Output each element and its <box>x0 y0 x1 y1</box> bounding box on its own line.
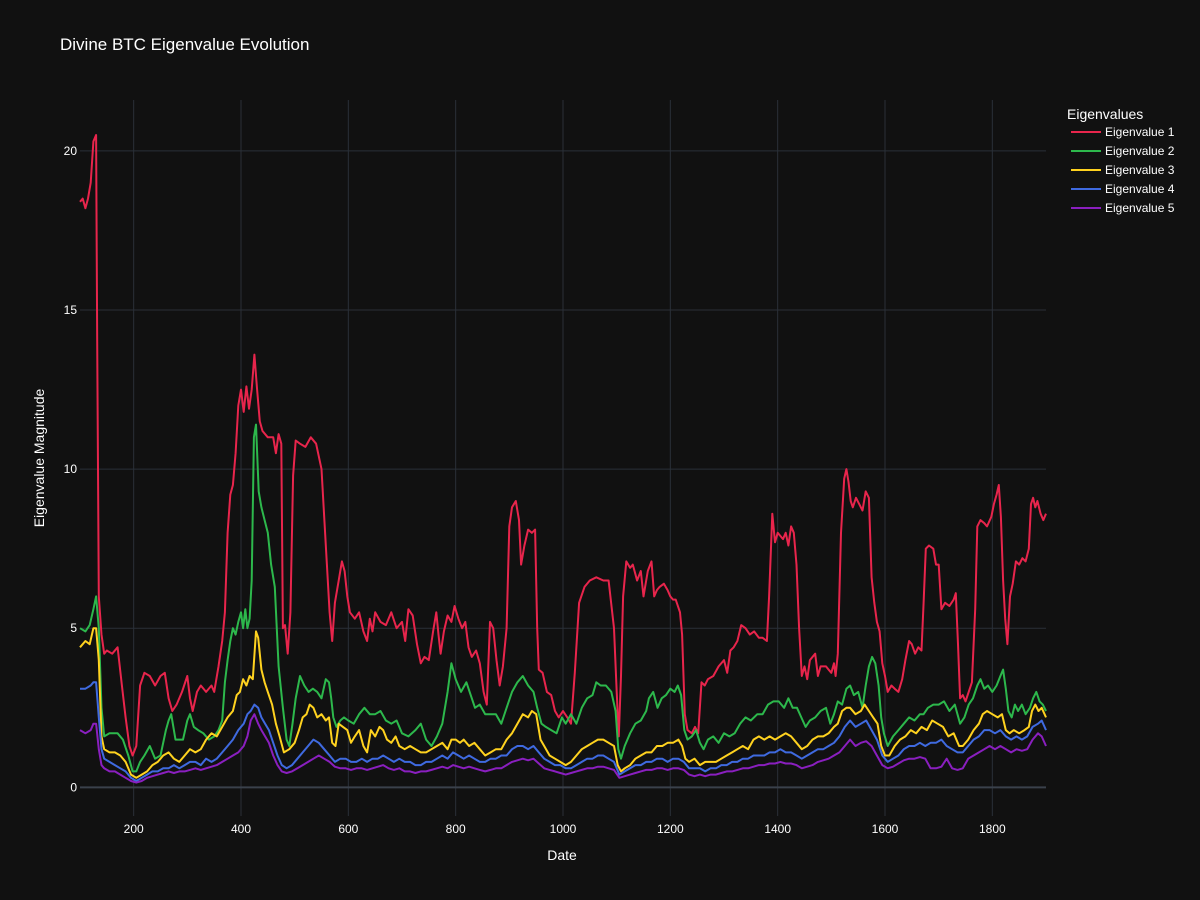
y-tick-label: 5 <box>70 621 77 635</box>
series-line-5 <box>79 713 1047 784</box>
legend-label: Eigenvalue 3 <box>1105 163 1175 177</box>
x-tick-label: 200 <box>124 822 144 836</box>
x-tick-label: 600 <box>338 822 358 836</box>
legend-item-3[interactable]: Eigenvalue 3 <box>1071 163 1175 177</box>
y-tick-label: 10 <box>64 462 78 476</box>
x-axis-label: Date <box>547 847 577 863</box>
legend-label: Eigenvalue 5 <box>1105 201 1175 215</box>
series-line-3 <box>79 627 1047 779</box>
legend-label: Eigenvalue 2 <box>1105 144 1175 158</box>
x-tick-label: 800 <box>446 822 466 836</box>
legend-item-5[interactable]: Eigenvalue 5 <box>1071 201 1175 215</box>
x-tick-label: 1200 <box>657 822 684 836</box>
x-tick-label: 1800 <box>979 822 1006 836</box>
chart-title: Divine BTC Eigenvalue Evolution <box>60 35 309 54</box>
x-tick-label: 1400 <box>764 822 791 836</box>
legend-label: Eigenvalue 1 <box>1105 125 1175 139</box>
x-tick-label: 400 <box>231 822 251 836</box>
y-tick-label: 15 <box>64 303 78 317</box>
y-tick-label: 20 <box>64 144 78 158</box>
tick-labels: 200 400 600 800 1000 1200 1400 1600 1800 0 5 10 15 20 <box>64 144 1006 836</box>
x-tick-label: 1000 <box>550 822 577 836</box>
series-line-4 <box>80 681 1047 782</box>
grid-layer <box>80 100 1046 816</box>
plot-area <box>79 134 1047 784</box>
legend-item-2[interactable]: Eigenvalue 2 <box>1071 144 1175 158</box>
legend-item-4[interactable]: Eigenvalue 4 <box>1071 182 1175 196</box>
legend-item-1[interactable]: Eigenvalue 1 <box>1071 125 1175 139</box>
legend-items[interactable]: Eigenvalue 1 Eigenvalue 2 Eigenvalue 3 Eige… <box>1071 125 1175 215</box>
series-line-2 <box>79 423 1047 773</box>
y-axis-label: Eigenvalue Magnitude <box>31 389 47 528</box>
series-line-1 <box>79 134 1047 757</box>
legend-title: Eigenvalues <box>1067 106 1143 122</box>
legend-label: Eigenvalue 4 <box>1105 182 1175 196</box>
y-tick-label: 0 <box>70 780 77 794</box>
x-tick-label: 1600 <box>872 822 899 836</box>
